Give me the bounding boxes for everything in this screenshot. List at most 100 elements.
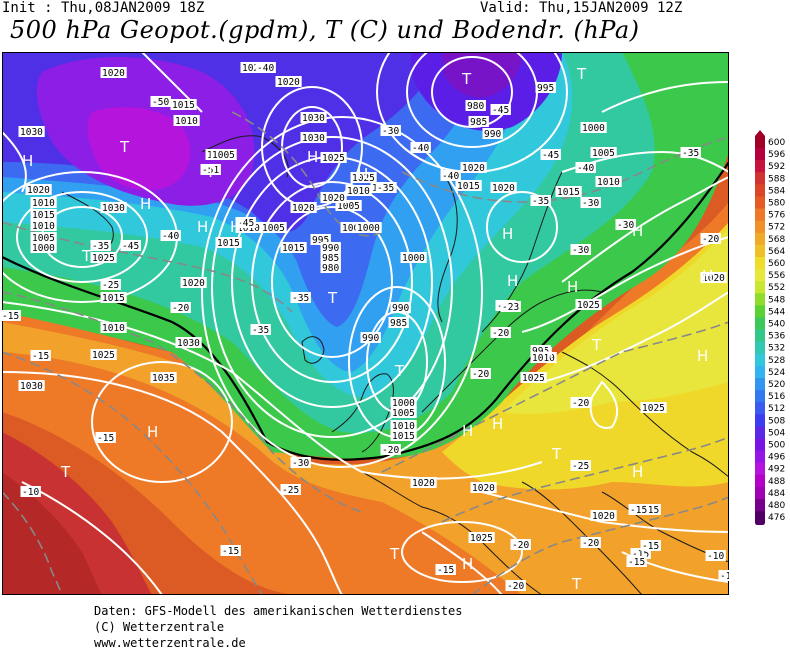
low-pressure-center: T [205,163,216,181]
legend-level-label: 584 [768,186,785,196]
isotherm-label-box [380,444,401,455]
isobar-label-box [100,292,127,303]
isobar-label-box [482,128,503,139]
isobar-label: 1025 [642,403,665,414]
isotherm-label-box [2,310,21,321]
isobar-label-box [240,62,267,73]
isobar-label: 1015 [102,293,125,304]
isotherm-label: -30 [617,220,634,231]
high-pressure-center: H [147,423,158,441]
isobar-label-box [590,147,617,158]
isotherm-label: -20 [172,303,189,314]
isobar-label: 1025 [522,373,545,384]
legend-level-label: 532 [768,344,785,354]
isotherm-label: -45 [542,150,559,161]
isobar-label: 1010 [102,323,125,334]
isotherm-label: -20 [382,445,399,456]
isotherm-label-box [375,182,396,193]
isobar-label: 1030 [302,133,325,144]
isobar-label: 995 [532,346,549,357]
legend-swatch [755,499,765,512]
legend-level-label: 508 [768,416,785,426]
isotherm-label-box [490,327,511,338]
high-pressure-center: H [357,165,368,183]
isotherm-label: -10 [707,551,724,562]
isotherm-label-box [570,397,591,408]
isobar-label-box [465,100,486,111]
isotherm-label-box [250,324,271,335]
low-pressure-center: T [389,545,400,563]
isotherm-label: -40 [442,171,459,182]
legend-level-label: 528 [768,356,785,366]
isotherm-label-box [290,292,311,303]
legend-level-label: 480 [768,501,785,511]
legend-swatch [755,172,765,185]
isobar-label: 1025 [352,173,375,184]
isotherm-label: -40 [162,231,179,242]
legend-swatch [755,208,765,221]
credit-data-source: Daten: GFS-Modell des amerikanischen Wet… [94,604,463,618]
legend-swatch [755,244,765,258]
isotherm-label-box [290,457,311,468]
chart-title: 500 hPa Geopot.(gpdm), T (C) und Bodendr… [10,16,640,44]
isotherm-label: -35 [532,196,549,207]
isotherm-label-box [530,195,551,206]
isotherm-label: -15 [437,565,454,576]
isobar-label: 1020 [322,193,345,204]
legend-swatch [755,474,765,488]
isobar-label-box [170,99,197,110]
legend-level-label: 536 [768,332,785,342]
contour-552-thick [2,161,729,461]
init-time-label: Init : Thu,08JAN2009 18Z [2,0,205,16]
isobar-label-box [150,372,177,383]
isotherm-label: -15 [97,433,114,444]
isotherm-label-box [220,545,241,556]
isobar-label: 1020 [182,278,205,289]
isobar-label-box [100,322,127,333]
isotherm-label: -50 [152,97,169,108]
legend-swatch [755,414,765,427]
legend-level-label: 504 [768,428,785,438]
legend-swatch [755,390,765,403]
isobar-label: 990 [392,303,409,314]
isotherm-label: -35 [377,183,394,194]
isobar-label-box [590,510,617,521]
legend-level-label: 500 [768,441,785,451]
legend-swatch [755,438,765,451]
isotherm-label: -30 [572,245,589,256]
isobar-label: 990 [322,243,339,254]
isobar-label: 995 [312,235,329,246]
isobar-label: 1005 [262,223,285,234]
legend-level-label: 524 [768,368,785,378]
isotherm-label-box [200,164,221,175]
isobar-label: 1020 [292,203,315,214]
isobar-label-box [350,172,377,183]
low-pressure-center: T [81,247,92,265]
isobar-label: 1000 [357,223,380,234]
isobar-label-box [100,202,127,213]
legend-level-label: 544 [768,307,785,317]
legend-swatch [755,317,765,330]
isotherm-label: -20 [702,234,719,245]
isotherm-label: -15 [642,541,659,552]
isobar-label: 1035 [152,373,175,384]
isobar-label-box [310,234,331,245]
fill-north-low-core [442,52,522,98]
legend-swatch [755,462,765,476]
isobar-label-box [300,132,327,143]
isobar-label: 990 [362,333,379,344]
high-pressure-center: H [542,344,553,362]
high-pressure-center: H [140,195,151,213]
isobar-label: 1000 [582,123,605,134]
isobar-label: 1005 [392,408,415,419]
isobar-label: 1025 [322,153,345,164]
isobar-label: 1000 [32,243,55,254]
legend-swatch [755,257,765,270]
valid-time-label: Valid: Thu,15JAN2009 12Z [480,0,683,16]
high-pressure-center: H [702,267,713,285]
isotherm-label: -10 [22,487,39,498]
legend-arrow-cap [755,130,765,136]
low-pressure-center: T [327,289,338,307]
isobar-label-box [30,242,57,253]
isotherm-label: -40 [257,63,274,74]
